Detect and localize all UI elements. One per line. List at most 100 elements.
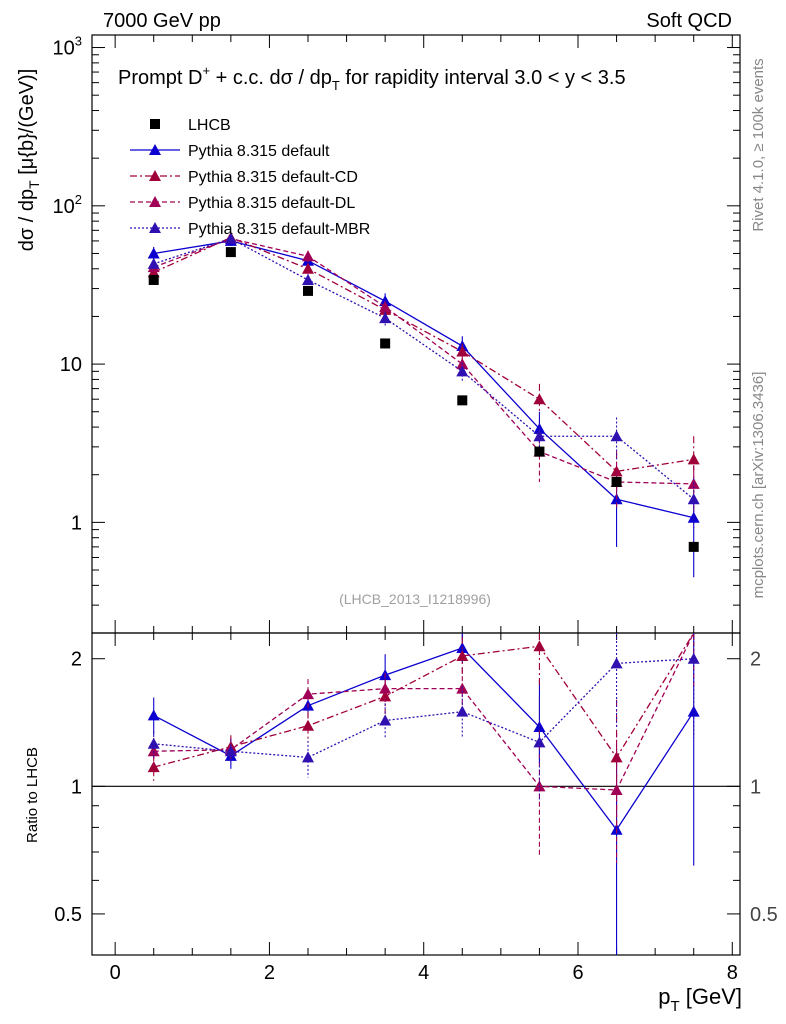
legend-marker-1 [149,170,161,181]
legend-label-1: Pythia 8.315 default-CD [188,169,358,186]
analysis-tag: (LHCB_2013_I1218996) [339,591,491,607]
header-left: 7000 GeV pp [103,10,221,32]
ratio-y-tick-label: 1 [71,776,82,798]
main-point [456,345,469,357]
legend-label-3: Pythia 8.315 default-MBR [188,221,370,238]
legend-label-2: Pythia 8.315 default-DL [188,195,355,212]
header-right: Soft QCD [646,10,732,32]
data-point [688,541,699,552]
ylabel-part-b: [μ{b}/(GeV)] [16,69,38,181]
ratio-point [379,682,392,694]
main-y-tick-label-base: 10 [60,354,82,376]
ratio-point [456,705,469,717]
data-point [457,395,468,406]
main-y-label: dσ / dpT [μ{b}/(GeV)] [16,69,42,252]
main-y-tick-label: 102 [53,192,82,218]
legend-label-data: LHCB [188,117,231,134]
main-series-line-1 [153,236,694,473]
main-point [687,493,700,505]
main-point [533,393,546,405]
ratio-point [687,705,700,717]
x-tick-label: 0 [110,962,121,984]
ratio-point [147,745,160,757]
main-point [687,511,700,523]
ratio-point [379,714,392,726]
data-point [225,247,236,258]
x-tick-label: 8 [727,962,738,984]
main-y-tick-label-exp: 3 [75,34,82,49]
ratio-panel-frame [91,632,741,956]
main-point [147,247,160,259]
main-series-line-3 [153,237,695,500]
title-part-sup: + [202,63,210,78]
main-point [379,312,392,324]
xlabel-part-a: p [658,984,670,1009]
xlabel-part-b: [GeV] [680,984,742,1009]
ratio-point [379,690,392,702]
main-point [302,250,314,262]
ratio-axes: 0.5 0.5 1 1 2 2 0 2 4 6 8 [54,633,778,984]
ratio-y-tick-label-right: 2 [750,649,761,671]
main-title: Prompt D+ + c.c. dσ / dpT for rapidity i… [118,63,626,93]
main-y-tick-label-base: 10 [53,38,75,60]
legend-label-0: Pythia 8.315 default [188,143,330,160]
ratio-point [533,640,546,652]
main-marks [147,231,700,578]
ratio-point [610,784,623,796]
main-point [687,453,700,465]
ratio-point [302,751,314,763]
title-part-c: for rapidity interval 3.0 < y < 3.5 [340,67,626,89]
ratio-series-line-1 [153,632,695,768]
main-y-tick-label-exp: 2 [75,192,82,207]
main-y-tick-label: 1 [71,512,82,534]
main-y-tick-label: 10 [60,354,82,376]
ratio-point [687,652,700,664]
ratio-series-line-2 [153,632,695,791]
main-point [302,273,314,285]
main-point [302,262,314,274]
main-series-line-2 [153,237,694,485]
ratio-point [147,709,160,721]
x-tick-label: 6 [572,962,583,984]
main-point [147,257,160,269]
main-y-tick-label: 103 [53,34,82,60]
main-point [224,232,237,244]
main-point [610,430,623,442]
ratio-point [224,745,237,757]
ratio-point [147,761,160,773]
ratio-y-tick-label: 0.5 [54,904,82,926]
title-part-b: + c.c. dσ / dp [210,67,332,89]
legend-marker-0 [149,144,161,155]
rivet-label: Rivet 4.1.0, ≥ 100k events [750,58,767,231]
x-axis-label: pT [GeV] [658,984,742,1015]
main-y-tick-label-base: 1 [71,512,82,534]
main-point [533,422,546,434]
legend-marker-3 [149,222,161,233]
x-tick-label: 4 [418,962,429,984]
ratio-point [147,737,160,749]
ratio-point [456,649,469,661]
data-point [380,338,391,349]
ratio-y-label: Ratio to LHCB [24,747,41,843]
ratio-series-line-0 [153,647,695,831]
data-point [611,476,622,487]
main-series-line-0 [153,240,694,519]
legend-marker-2 [149,196,161,207]
data-point [148,274,159,285]
main-point [379,295,392,307]
ratio-point [533,736,546,748]
ratio-marks [147,632,700,955]
x-tick-label: 2 [264,962,275,984]
ratio-point [302,719,314,731]
title-part-sub: T [332,78,340,93]
main-y-tick-label-base: 10 [53,196,75,218]
ratio-y-tick-label-right: 0.5 [750,904,778,926]
ylabel-part-sub: T [26,180,42,189]
main-point [379,300,392,312]
ratio-point [302,688,314,700]
data-point [303,285,313,296]
main-point [533,430,546,442]
ylabel-part-a: dσ / dp [16,189,38,251]
